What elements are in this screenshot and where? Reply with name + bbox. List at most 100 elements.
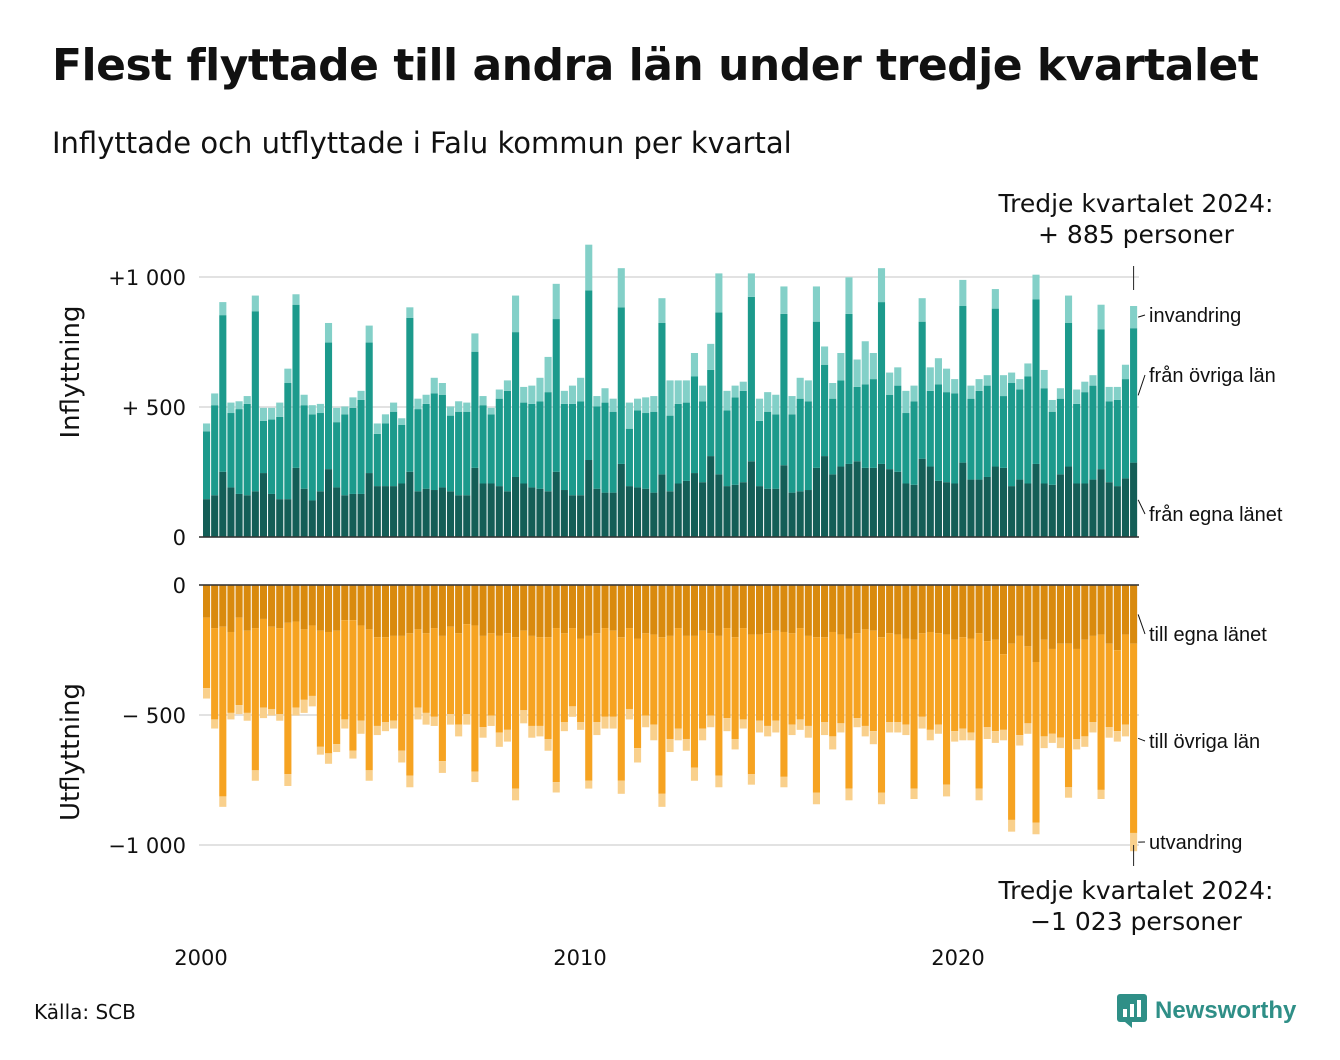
bar-utflyttning-2-77	[829, 736, 837, 750]
bar-inflyttning-0-32	[463, 495, 471, 537]
bar-inflyttning-2-46	[577, 377, 585, 402]
bar-inflyttning-0-26	[414, 491, 422, 537]
bar-utflyttning-2-64	[723, 718, 731, 732]
bar-utflyttning-0-34	[479, 585, 487, 636]
bar-utflyttning-2-90	[934, 724, 942, 734]
bar-inflyttning-0-60	[690, 473, 699, 538]
bar-utflyttning-2-108	[1081, 736, 1089, 747]
bar-utflyttning-1-100	[1016, 635, 1024, 736]
bar-inflyttning-2-7	[259, 407, 268, 421]
bar-utflyttning-0-65	[731, 585, 739, 638]
bar-utflyttning-2-41	[536, 725, 544, 737]
bar-utflyttning-0-73	[796, 585, 804, 629]
bar-utflyttning-1-80	[853, 633, 861, 719]
bar-inflyttning-2-42	[544, 356, 552, 393]
bar-inflyttning-0-11	[292, 467, 300, 537]
bar-utflyttning-2-14	[316, 746, 324, 755]
bar-utflyttning-1-52	[625, 628, 633, 709]
bar-inflyttning-2-44	[560, 390, 568, 404]
bar-utflyttning-1-77	[829, 631, 837, 737]
bar-utflyttning-2-17	[341, 719, 349, 729]
bar-utflyttning-2-114	[1130, 832, 1138, 852]
bar-inflyttning-1-106	[1064, 322, 1073, 467]
bar-inflyttning-2-2	[219, 302, 227, 316]
bar-utflyttning-1-102	[1032, 662, 1040, 823]
bar-inflyttning-1-49	[601, 402, 609, 493]
bar-inflyttning-1-46	[577, 401, 585, 496]
bar-utflyttning-0-99	[1008, 585, 1016, 644]
bar-inflyttning-0-61	[699, 482, 707, 537]
bar-inflyttning-0-78	[837, 466, 845, 537]
bar-inflyttning-2-92	[951, 379, 959, 394]
bar-inflyttning-2-80	[853, 359, 861, 387]
bar-utflyttning-1-90	[934, 633, 942, 725]
bar-utflyttning-2-59	[682, 738, 690, 751]
bar-utflyttning-1-48	[593, 633, 601, 723]
bar-utflyttning-2-96	[983, 727, 991, 739]
bar-utflyttning-0-15	[324, 585, 333, 632]
bar-inflyttning-0-43	[552, 471, 560, 537]
bar-utflyttning-1-66	[739, 628, 747, 720]
bar-inflyttning-2-102	[1032, 274, 1040, 300]
bar-inflyttning-0-77	[829, 474, 837, 537]
bar-utflyttning-2-19	[357, 720, 365, 734]
bar-inflyttning-0-17	[341, 495, 349, 537]
bar-inflyttning-1-86	[902, 413, 910, 484]
bar-utflyttning-1-59	[682, 635, 690, 739]
bar-inflyttning-2-6	[251, 295, 259, 312]
bar-utflyttning-2-52	[625, 708, 633, 720]
bar-inflyttning-1-23	[390, 411, 398, 487]
bar-utflyttning-0-32	[463, 585, 471, 625]
bar-utflyttning-0-84	[886, 585, 894, 634]
bar-inflyttning-0-39	[520, 483, 528, 538]
bar-inflyttning-2-103	[1040, 369, 1048, 389]
bar-inflyttning-0-27	[422, 488, 430, 537]
bar-inflyttning-1-93	[959, 306, 967, 463]
bar-utflyttning-2-73	[796, 719, 804, 730]
bar-inflyttning-0-5	[243, 495, 251, 537]
bar-utflyttning-2-99	[1008, 819, 1016, 832]
bar-inflyttning-2-39	[520, 386, 528, 403]
bar-inflyttning-0-62	[707, 456, 715, 537]
bar-utflyttning-2-40	[528, 725, 536, 738]
bar-utflyttning-1-103	[1040, 639, 1048, 737]
bar-inflyttning-2-53	[634, 398, 642, 411]
bar-utflyttning-0-20	[365, 585, 373, 630]
bar-inflyttning-1-26	[414, 409, 422, 492]
bar-inflyttning-0-45	[568, 495, 577, 537]
bar-utflyttning-1-47	[585, 635, 593, 781]
bar-utflyttning-0-80	[853, 585, 861, 634]
bar-inflyttning-0-68	[755, 486, 764, 538]
bar-inflyttning-2-66	[739, 381, 747, 391]
bar-inflyttning-2-58	[674, 380, 682, 404]
bar-utflyttning-0-79	[845, 585, 853, 639]
bar-inflyttning-1-73	[796, 398, 804, 492]
bar-utflyttning-2-76	[821, 722, 829, 736]
bar-utflyttning-0-13	[308, 585, 316, 626]
bar-utflyttning-1-55	[650, 634, 658, 725]
bar-inflyttning-1-44	[560, 403, 568, 491]
bar-inflyttning-1-111	[1105, 401, 1113, 483]
bar-utflyttning-0-46	[577, 585, 585, 639]
bar-utflyttning-2-51	[617, 780, 625, 794]
bar-utflyttning-2-38	[512, 788, 520, 801]
bar-inflyttning-2-113	[1121, 364, 1130, 380]
bar-utflyttning-1-89	[926, 631, 934, 730]
series-label-out-1: till övriga län	[1149, 731, 1260, 753]
bar-utflyttning-2-60	[690, 767, 699, 781]
bar-utflyttning-1-57	[666, 635, 674, 739]
bar-inflyttning-2-1	[211, 393, 219, 406]
bar-inflyttning-2-73	[796, 377, 804, 399]
bar-utflyttning-0-105	[1056, 585, 1064, 644]
bar-inflyttning-0-85	[894, 471, 902, 537]
bar-inflyttning-0-74	[804, 490, 812, 537]
bar-inflyttning-2-8	[268, 407, 276, 420]
bar-utflyttning-0-21	[373, 585, 381, 638]
bar-inflyttning-0-51	[617, 463, 625, 537]
bar-inflyttning-0-10	[284, 499, 292, 537]
bar-utflyttning-0-36	[495, 585, 503, 636]
bar-inflyttning-2-108	[1081, 381, 1089, 393]
bar-utflyttning-2-47	[585, 780, 593, 789]
bar-inflyttning-1-5	[243, 403, 251, 496]
bar-utflyttning-1-87	[910, 639, 918, 789]
